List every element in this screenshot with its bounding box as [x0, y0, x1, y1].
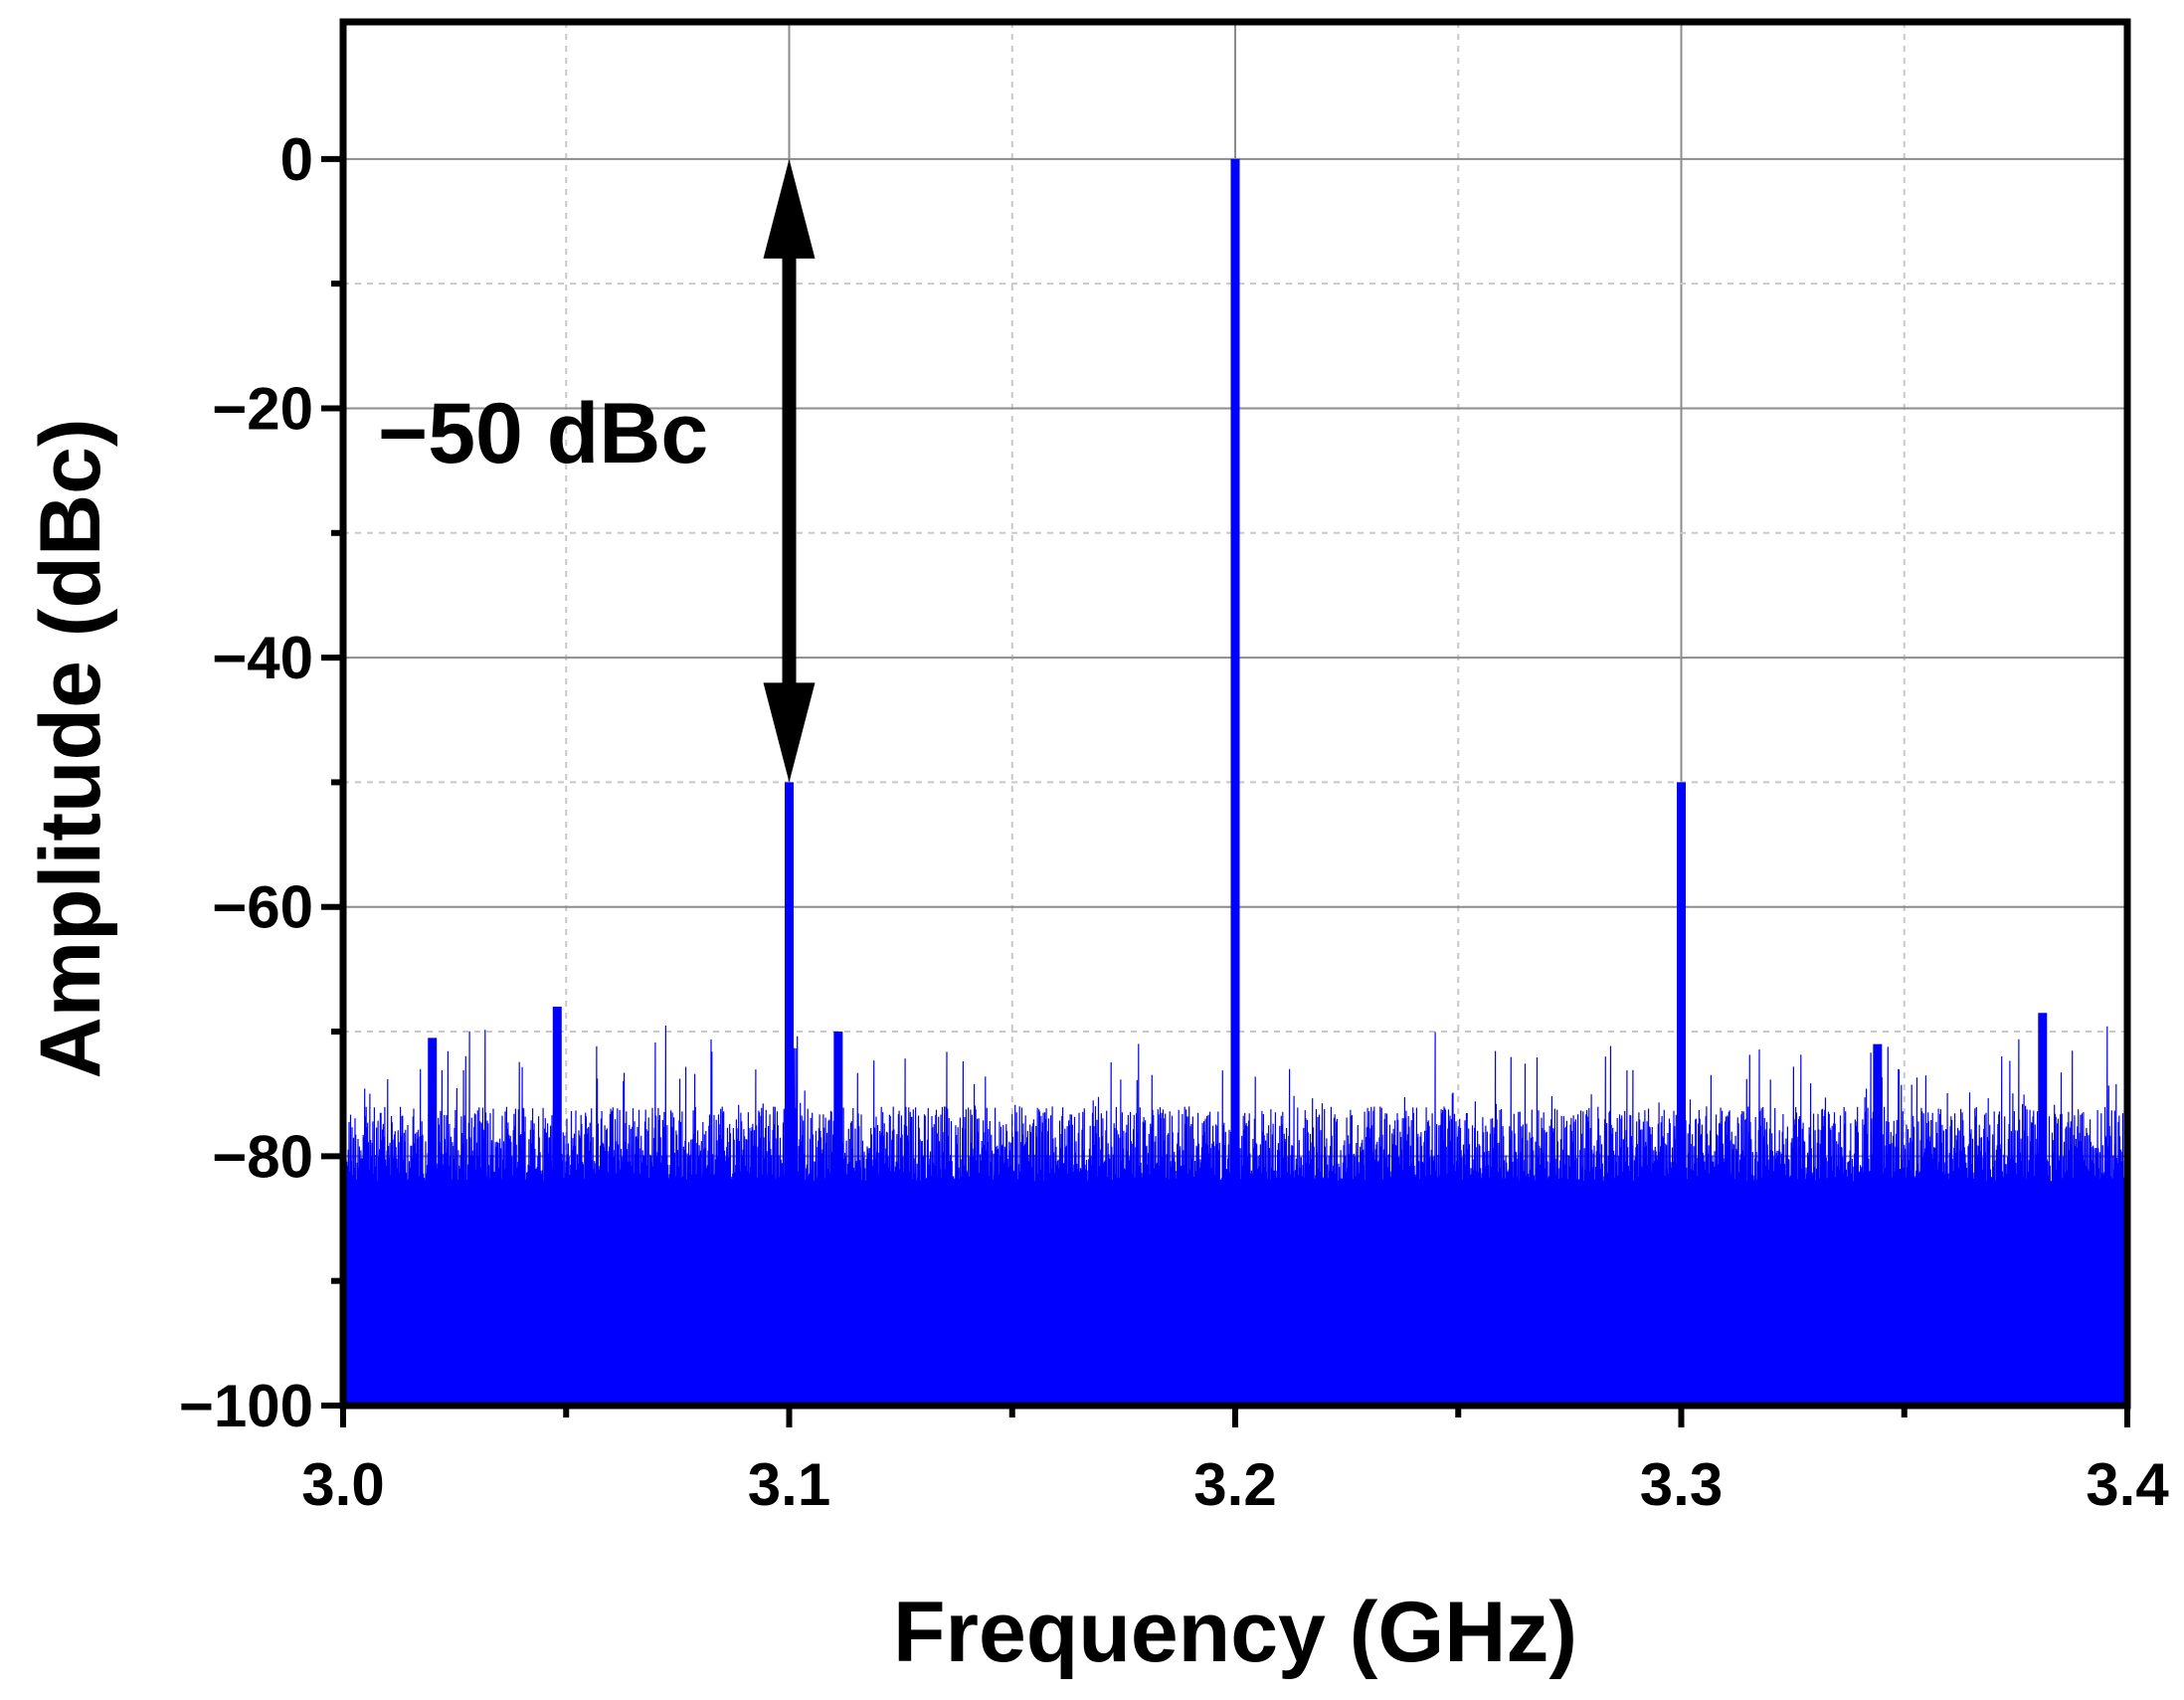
y-axis-title: Amplitude (dBc) [23, 418, 118, 1078]
x-tick-label: 3.1 [748, 1451, 830, 1518]
arrow-head-bottom [763, 682, 816, 783]
y-tick-label: −100 [179, 1373, 313, 1439]
y-tick-label: −80 [212, 1123, 313, 1190]
spectral-peaks [428, 158, 2048, 1406]
y-tick-label: 0 [280, 126, 313, 193]
y-tick-label: −40 [212, 625, 313, 691]
y-tick-label: −20 [212, 375, 313, 442]
x-tick-label: 3.4 [2086, 1451, 2169, 1518]
annotation-label: −50 dBc [378, 386, 708, 481]
x-tick-label: 3.3 [1640, 1451, 1723, 1518]
y-tick-label: −60 [212, 874, 313, 941]
x-axis-title: Frequency (GHz) [893, 1585, 1577, 1680]
y-tick-labels: 0 −20 −40 −60 −80 −100 [179, 126, 313, 1439]
x-tick-label: 3.2 [1193, 1451, 1276, 1518]
x-tick-label: 3.0 [301, 1451, 384, 1518]
annotation-arrow: −50 dBc [378, 158, 816, 783]
arrow-head-top [763, 158, 816, 259]
axis-ticks [321, 155, 2130, 1427]
x-tick-labels: 3.0 3.1 3.2 3.3 3.4 [301, 1451, 2169, 1518]
